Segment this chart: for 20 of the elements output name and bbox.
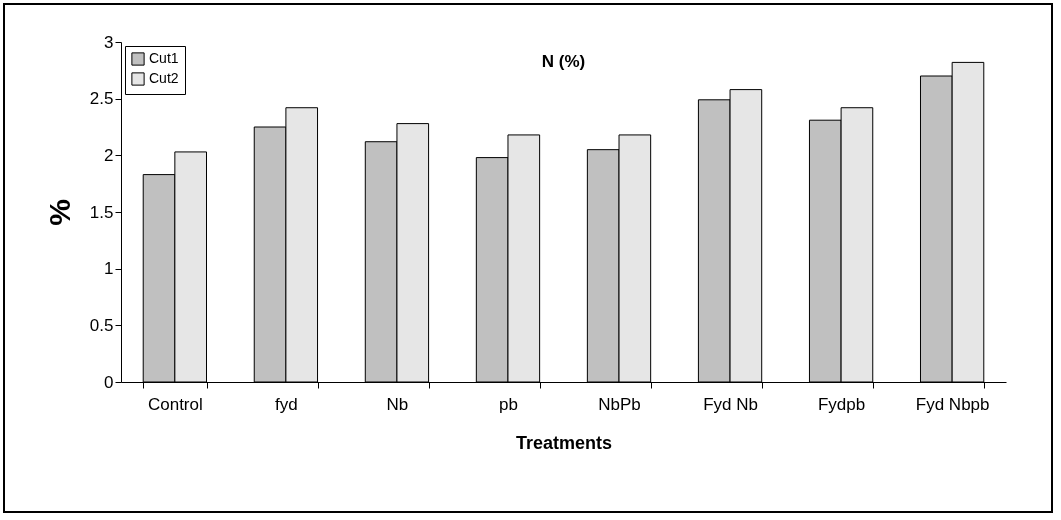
- x-tick-label: Nb: [386, 394, 409, 414]
- x-axis-title: Treatments: [515, 432, 613, 453]
- y-tick-label: 2: [104, 145, 114, 165]
- y-tick-label: 2.5: [89, 89, 114, 109]
- legend-label: Cut1: [149, 50, 179, 66]
- y-tick-label: 0.5: [89, 315, 114, 335]
- y-tick-label: 1.5: [89, 202, 114, 222]
- text: N (%): [541, 52, 586, 71]
- y-tick-label: 1: [104, 259, 114, 279]
- x-tick-label: Fyd Nbpb: [915, 394, 990, 414]
- x-tick-label: Fyd Nb: [703, 394, 758, 414]
- x-tick-label: pb: [499, 394, 518, 414]
- x-tick-label: Fydpb: [817, 394, 866, 414]
- x-tick-label: fyd: [275, 394, 298, 414]
- y-axis-title: %: [42, 199, 76, 226]
- x-tick-label: Control: [147, 394, 203, 414]
- y-tick-label: 3: [104, 32, 114, 52]
- y-tick-label: 0: [104, 372, 114, 392]
- x-tick-label: NbPb: [598, 394, 641, 414]
- legend-label: Cut2: [149, 70, 179, 86]
